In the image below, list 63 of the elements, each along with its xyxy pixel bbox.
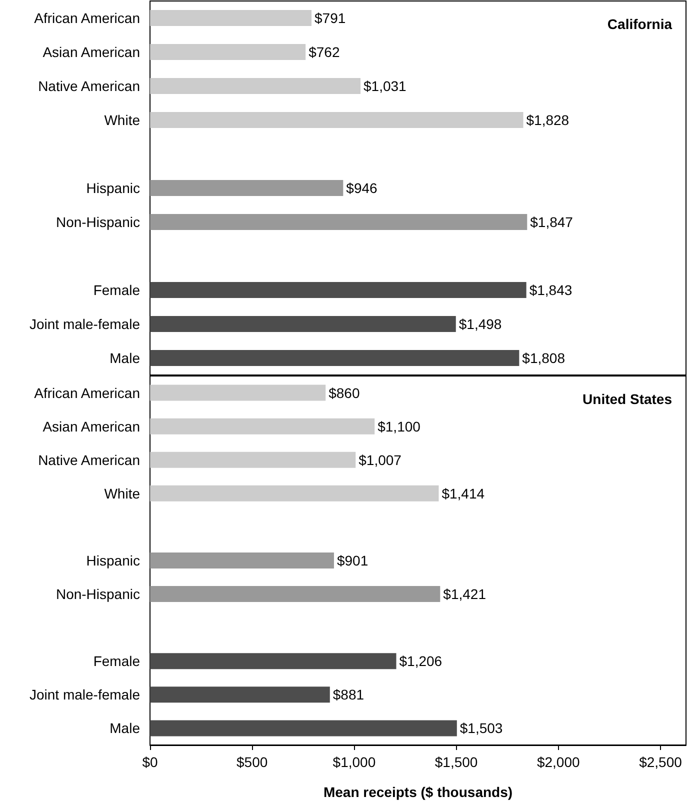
y-tick-label: Female (93, 653, 140, 670)
x-axis-title: Mean receipts ($ thousands) (323, 784, 513, 800)
bar (150, 180, 344, 196)
bar (150, 452, 356, 468)
y-tick-label: Female (93, 282, 140, 298)
y-tick-label: White (104, 112, 140, 128)
data-label: $946 (346, 180, 378, 196)
bar (150, 282, 526, 298)
data-label: $860 (328, 384, 360, 401)
data-label: $1,498 (458, 316, 502, 332)
y-tick-label: Non-Hispanic (56, 586, 140, 602)
text: United States (582, 391, 672, 407)
y-tick-label: Joint male-female (30, 316, 140, 332)
bar (150, 112, 524, 128)
bar (150, 686, 330, 703)
bar (150, 653, 396, 670)
x-tick-label: $500 (236, 754, 268, 770)
bar (150, 316, 456, 332)
bar (150, 485, 439, 502)
bar (150, 78, 361, 94)
bar (150, 44, 306, 60)
bar (150, 10, 312, 26)
data-label: $1,843 (529, 282, 572, 298)
x-tick-label: $1,500 (434, 754, 478, 770)
y-tick-label: Asian American (42, 418, 140, 434)
data-label: $1,503 (460, 720, 503, 736)
bar (150, 552, 334, 568)
data-label: $762 (308, 44, 340, 60)
data-label: $791 (314, 10, 346, 26)
x-tick-label: $1,000 (332, 754, 376, 770)
data-label: $1,421 (443, 586, 486, 602)
bar (150, 586, 440, 602)
y-tick-label: Native American (38, 78, 140, 94)
y-tick-label: Hispanic (86, 552, 140, 568)
x-tick-label: $2,500 (639, 754, 682, 770)
y-tick-label: Non-Hispanic (56, 214, 140, 230)
bar (150, 384, 326, 401)
x-tick-label: $2,000 (536, 754, 580, 770)
data-label: $1,828 (526, 112, 570, 128)
bar (150, 350, 520, 366)
y-tick-label: African American (34, 10, 140, 26)
y-tick-label: Male (110, 720, 140, 736)
data-label: $1,414 (442, 485, 485, 502)
y-tick-label: Native American (38, 452, 140, 468)
bar (150, 720, 457, 736)
data-label: $1,206 (399, 653, 442, 670)
data-label: $1,007 (358, 452, 402, 468)
y-tick-label: Hispanic (86, 180, 140, 196)
y-tick-label: Male (110, 350, 140, 366)
bar (150, 214, 528, 230)
x-tick-label: $0 (142, 754, 158, 770)
data-label: $881 (332, 686, 364, 703)
data-label: $1,847 (530, 214, 574, 230)
data-label: $1,808 (522, 350, 566, 366)
data-label: $901 (336, 552, 368, 568)
y-tick-label: Joint male-female (30, 686, 140, 703)
y-tick-label: Asian American (42, 44, 140, 60)
bar (150, 418, 375, 434)
text: California (607, 16, 672, 32)
y-tick-label: White (104, 485, 140, 502)
y-tick-label: African American (34, 384, 140, 401)
data-label: $1,031 (364, 78, 407, 94)
data-label: $1,100 (378, 418, 421, 434)
